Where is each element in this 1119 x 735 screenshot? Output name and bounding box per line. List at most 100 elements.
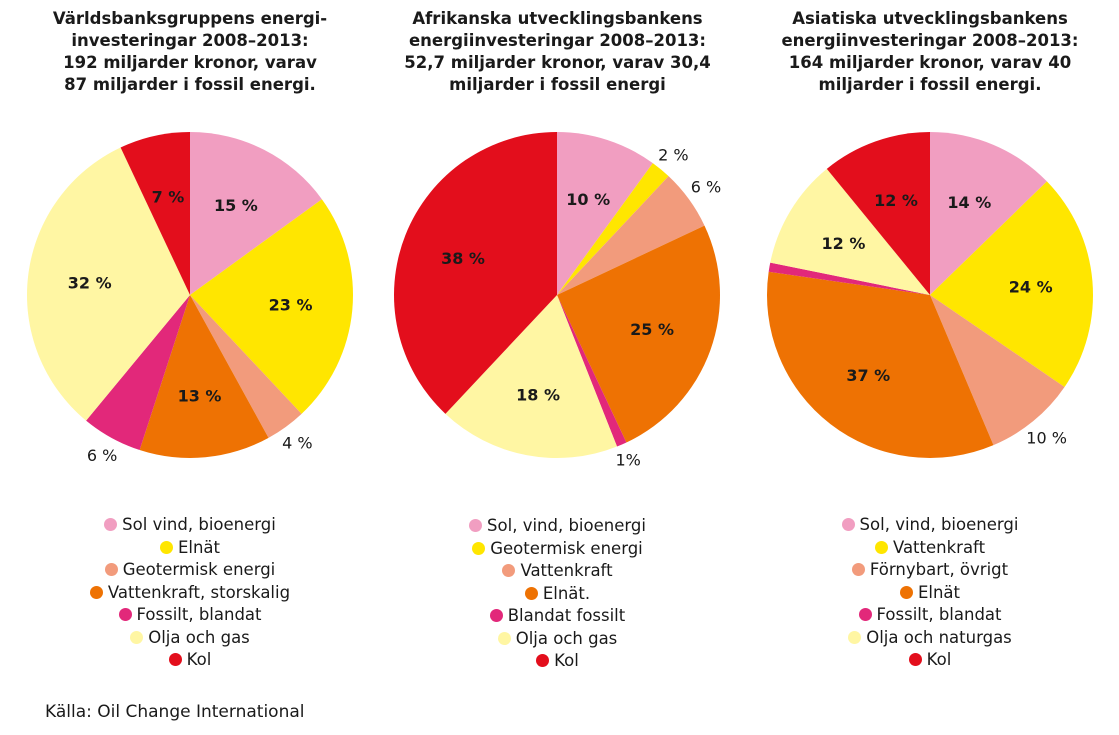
pie-slice: [768, 262, 930, 295]
legend-item: Fossilt, blandat: [745, 604, 1115, 627]
legend-label: Förnybart, övrigt: [869, 560, 1009, 579]
legend-item: Kol: [380, 650, 735, 673]
slice-label: 23 %: [269, 296, 313, 315]
pie-slice: [557, 163, 669, 295]
legend-label: Vattenkraft, storskalig: [107, 582, 291, 602]
slice-label: 32 %: [68, 273, 112, 292]
title-line: energiinvesteringar 2008–2013:: [408, 31, 707, 50]
legend-dot: [851, 563, 865, 576]
legend-label: Sol vind, bioenergi: [122, 515, 276, 534]
legend-label: Vattenkraft: [892, 537, 986, 557]
legend-dot: [472, 541, 486, 555]
pie-slice: [190, 132, 322, 295]
pie-slice: [139, 295, 269, 458]
title-line: 52,7 miljarder kronor, varav 30,4: [404, 53, 711, 72]
legend-dot: [104, 518, 118, 531]
pie-slice: [445, 295, 618, 458]
pie-slice: [767, 271, 994, 458]
slice-label: 24 %: [1009, 277, 1053, 296]
legend-label: Kol: [186, 650, 212, 669]
legend-label: Vattenkraft: [520, 561, 613, 580]
pie-slice: [394, 132, 557, 414]
pie-chart-1: 15 % 23 % 4 % 13 % 6 % 32 % 7 %: [26, 132, 353, 465]
slice-label: 18 %: [516, 385, 560, 404]
pie-chart-2: 10 % 2 %6 % 25 % 1% 18 % 38 %: [394, 132, 721, 470]
pie-slice: [557, 176, 705, 295]
slice-label: 38 %: [441, 249, 485, 268]
legend-label: Geotermisk energi: [490, 538, 643, 558]
legend-item: Geotermisk energi: [380, 538, 735, 561]
slice-label: 12 %: [874, 191, 918, 210]
legend-label: Elnät: [177, 537, 221, 557]
slice-label: 13 %: [178, 387, 222, 406]
legend-dot: [841, 518, 855, 531]
legend-dot: [130, 630, 144, 644]
legend-dot: [858, 608, 872, 621]
legend-item: Sol, vind, bioenergi: [380, 515, 735, 538]
title-line: 87 miljarder i fossil energi.: [64, 75, 316, 94]
legend-item: Kol: [745, 649, 1115, 672]
legend-dot: [469, 519, 483, 532]
legend-label: Kol: [554, 651, 579, 670]
title-line: Världsbanksgruppens energi-: [52, 9, 328, 28]
legend-dot: [89, 585, 103, 599]
legend-item: Vattenkraft: [380, 560, 735, 583]
legend-label: Geotermisk energi: [122, 560, 276, 579]
title-line: Asiatiska utvecklingsbankens: [792, 9, 1068, 28]
pie-slice: [190, 295, 302, 438]
legend-label: Sol, vind, bioenergi: [859, 515, 1019, 534]
pie-slice: [26, 147, 191, 421]
legend-dot: [908, 653, 922, 666]
slice-label: 25 %: [630, 320, 674, 339]
title-line: 164 miljarder kronor, varav 40: [788, 53, 1072, 72]
slice-label: 10 %: [1026, 429, 1067, 448]
legend-label: Olja och gas: [515, 628, 618, 648]
legend-dot: [159, 540, 173, 554]
legend-dot: [536, 654, 550, 667]
legend-label: Olja och gas: [148, 627, 250, 647]
slice-label: 7 %: [152, 187, 185, 206]
legend-dot: [497, 631, 511, 645]
legend-dot: [489, 609, 503, 622]
pie-slice: [190, 199, 353, 414]
legend-3: Sol, vind, bioenergi Vattenkraft Förnyba…: [745, 514, 1115, 672]
slice-label: 15 %: [214, 196, 258, 215]
pie-slice: [930, 132, 1047, 295]
legend-label: Elnät: [917, 582, 961, 602]
legend-item: Sol vind, bioenergi: [0, 514, 380, 537]
pie-panel-2: Afrikanska utvecklingsbankens energiinve…: [380, 0, 735, 690]
slice-label: 12 %: [822, 234, 866, 253]
legend-item: Blandat fossilt: [380, 605, 735, 628]
legend-item: Förnybart, övrigt: [745, 559, 1115, 582]
legend-dot: [502, 564, 516, 577]
pie-panel-3: Asiatiska utvecklingsbankens energiinves…: [745, 0, 1115, 690]
pie-slice: [930, 295, 1065, 446]
legend-label: Blandat fossilt: [507, 606, 626, 625]
pie-slice: [557, 132, 653, 295]
slice-label: 4 %: [282, 434, 312, 453]
pie-panel-1: Världsbanksgruppens energi- investeringa…: [0, 0, 380, 690]
chart-title-3: Asiatiska utvecklingsbankens energiinves…: [745, 8, 1115, 96]
title-line: miljarder i fossil energi: [449, 75, 666, 94]
legend-dot: [168, 653, 182, 666]
title-line: energiinvesteringar 2008–2013:: [781, 31, 1079, 50]
legend-item: Geotermisk energi: [0, 559, 380, 582]
pie-slice: [770, 168, 930, 295]
legend-dot: [118, 608, 132, 621]
legend-item: Olja och gas: [0, 627, 380, 650]
legend-2: Sol, vind, bioenergi Geotermisk energi V…: [380, 515, 735, 673]
legend-label: Sol, vind, bioenergi: [487, 516, 646, 535]
slice-label: 6 %: [691, 178, 721, 197]
chart-title-2: Afrikanska utvecklingsbankens energiinve…: [380, 8, 735, 96]
legend-label: Fossilt, blandat: [136, 605, 262, 624]
slice-label: 6 %: [87, 446, 117, 465]
slice-label: 2 %: [658, 145, 688, 164]
pie-chart-3: 14 % 24 % 10 % 37 % 12 % 12 %: [767, 132, 1093, 458]
legend-1: Sol vind, bioenergi Elnät Geotermisk ene…: [0, 514, 380, 672]
legend-item: Sol, vind, bioenergi: [745, 514, 1115, 537]
legend-label: Fossilt, blandat: [876, 605, 1002, 624]
legend-item: Olja och naturgas: [745, 627, 1115, 650]
pie-slice: [930, 181, 1093, 388]
legend-item: Kol: [0, 649, 380, 672]
pie-slice: [557, 225, 720, 443]
